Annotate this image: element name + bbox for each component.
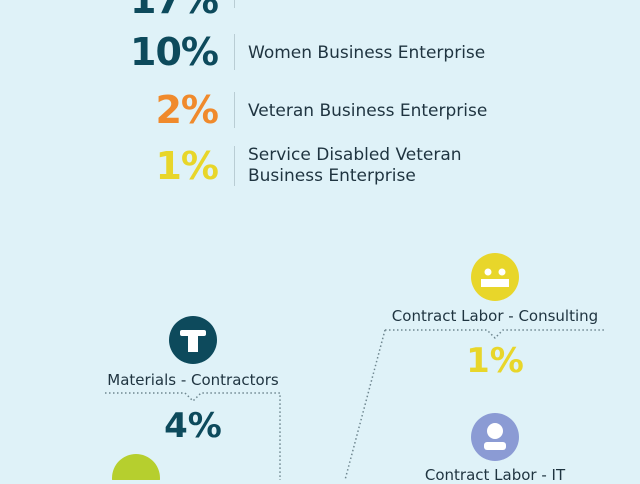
separator bbox=[234, 0, 235, 8]
icon-detail bbox=[481, 279, 509, 287]
dotted-connector bbox=[105, 392, 281, 480]
separator bbox=[234, 92, 235, 128]
icon-detail bbox=[180, 330, 206, 336]
percent: 10% bbox=[130, 30, 219, 74]
category-label: Contract Labor - IT bbox=[424, 466, 566, 484]
consulting-icon bbox=[471, 253, 519, 301]
category-percent: 1% bbox=[466, 341, 524, 381]
label: Veteran Business Enterprise bbox=[248, 101, 488, 121]
icon-detail bbox=[188, 336, 198, 352]
percent: 2% bbox=[155, 88, 219, 132]
category-label: Materials - Contractors bbox=[107, 371, 279, 389]
category-percent: 4% bbox=[164, 406, 222, 446]
separator bbox=[234, 34, 235, 70]
percent: 1% bbox=[155, 144, 219, 188]
icon-detail bbox=[484, 442, 506, 450]
label-line: Service Disabled Veteran bbox=[248, 145, 462, 165]
label: Women Business Enterprise bbox=[248, 43, 486, 63]
label-line: Business Enterprise bbox=[248, 166, 416, 186]
category-label: Contract Labor - Consulting bbox=[391, 307, 599, 325]
dotted-connector bbox=[385, 329, 605, 340]
dotted-connector bbox=[344, 329, 386, 480]
separator bbox=[234, 146, 235, 186]
percent: 17% bbox=[130, 0, 219, 22]
category-icon bbox=[112, 454, 160, 480]
icon-detail bbox=[498, 268, 506, 276]
icon-detail bbox=[487, 423, 503, 439]
icon-detail bbox=[484, 268, 492, 276]
label: Service Disabled Veteran Business Enterpr… bbox=[248, 145, 462, 187]
